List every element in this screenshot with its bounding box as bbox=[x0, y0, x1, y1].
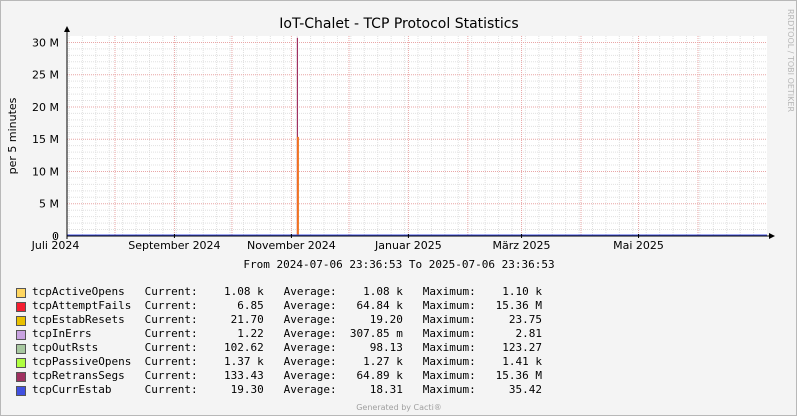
y-tick-label: 10 M bbox=[32, 165, 59, 178]
rrdtool-watermark: RRDTOOL / TOBI OETIKER bbox=[786, 9, 795, 112]
y-axis-arrow bbox=[64, 26, 70, 32]
y-tick-label: 20 M bbox=[32, 101, 59, 114]
legend-text: tcpEstabResets Current: 21.70 Average: 1… bbox=[32, 313, 542, 326]
y-tick-label: 15 M bbox=[32, 133, 59, 146]
legend-swatch bbox=[16, 372, 26, 382]
x-tick-label: Juli 2024 bbox=[31, 239, 80, 252]
legend-swatch bbox=[16, 288, 26, 298]
legend-swatch bbox=[16, 316, 26, 326]
y-tick-label: 25 M bbox=[32, 69, 59, 82]
x-tick-label: März 2025 bbox=[493, 239, 551, 252]
legend-swatch bbox=[16, 302, 26, 312]
x-axis-arrow bbox=[769, 233, 775, 239]
legend-text: tcpCurrEstab Current: 19.30 Average: 18.… bbox=[32, 383, 542, 396]
x-tick-label: Januar 2025 bbox=[374, 239, 442, 252]
generated-by-footer: Generated by Cacti® bbox=[356, 403, 442, 412]
legend-text: tcpPassiveOpens Current: 1.37 k Average:… bbox=[32, 355, 542, 368]
legend-swatch bbox=[16, 344, 26, 354]
legend-swatch bbox=[16, 358, 26, 368]
legend-text: tcpInErrs Current: 1.22 Average: 307.85 … bbox=[32, 327, 542, 340]
time-range-text: From 2024-07-06 23:36:53 To 2025-07-06 2… bbox=[243, 258, 554, 271]
x-tick-label: Mai 2025 bbox=[613, 239, 664, 252]
legend-text: tcpRetransSegs Current: 133.43 Average: … bbox=[32, 369, 542, 382]
plot-area bbox=[67, 36, 767, 236]
x-tick-label: November 2024 bbox=[247, 239, 336, 252]
legend-text: tcpOutRsts Current: 102.62 Average: 98.1… bbox=[32, 341, 542, 354]
legend-text: tcpActiveOpens Current: 1.08 k Average: … bbox=[32, 285, 542, 298]
y-tick-label: 30 M bbox=[32, 36, 59, 49]
spike-tcpAttemptFails bbox=[296, 136, 299, 236]
y-tick-label: 5 M bbox=[39, 198, 59, 211]
legend-swatch bbox=[16, 386, 26, 396]
y-axis-label: per 5 minutes bbox=[6, 97, 19, 174]
legend-swatch bbox=[16, 330, 26, 340]
chart-title: IoT-Chalet - TCP Protocol Statistics bbox=[279, 16, 518, 32]
legend-text: tcpAttemptFails Current: 6.85 Average: 6… bbox=[32, 299, 542, 312]
x-tick-label: September 2024 bbox=[128, 239, 220, 252]
